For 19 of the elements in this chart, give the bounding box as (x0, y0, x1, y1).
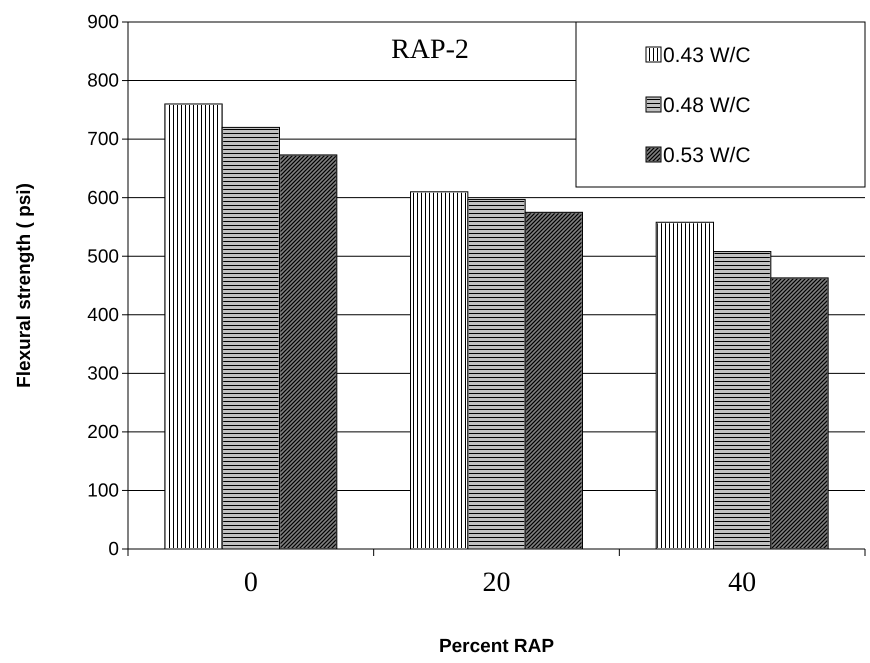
y-tick-label: 500 (87, 246, 119, 268)
legend-label: 0.53 W/C (663, 144, 751, 167)
x-tick-label: 0 (244, 567, 258, 598)
y-tick-label: 800 (87, 70, 119, 92)
legend-label: 0.48 W/C (663, 94, 751, 117)
y-tick-label: 600 (87, 188, 119, 209)
y-tick-label: 400 (87, 304, 119, 326)
y-tick-label: 0 (108, 539, 119, 560)
y-tick-label: 100 (87, 480, 119, 502)
y-tick-label: 300 (87, 363, 119, 384)
y-tick-label: 900 (87, 12, 119, 34)
x-tick-label: 40 (728, 567, 756, 598)
legend-label: 0.43 W/C (663, 44, 751, 67)
chart-title: RAP-2 (391, 34, 469, 65)
x-tick-label: 20 (482, 567, 510, 598)
y-axis-title: Flexural strength ( psi) (14, 183, 35, 388)
y-tick-label: 700 (87, 129, 119, 150)
x-axis-title: Percent RAP (438, 636, 554, 657)
y-tick-label: 200 (87, 422, 119, 443)
